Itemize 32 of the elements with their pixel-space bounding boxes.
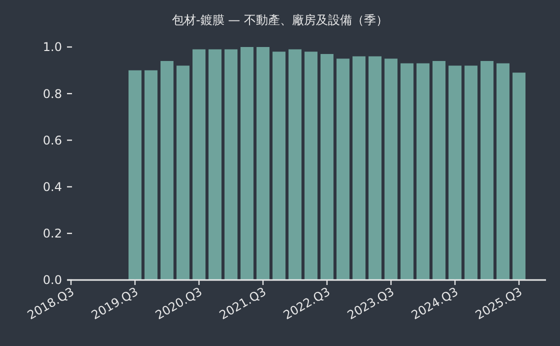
bar xyxy=(240,47,254,280)
y-tick-label: 1.0 xyxy=(42,40,62,54)
bar xyxy=(160,60,174,280)
bar xyxy=(352,56,366,280)
bar xyxy=(128,70,142,280)
chart-title: 包材-鍍膜 — 不動產、廠房及設備（季） xyxy=(172,13,388,27)
bar xyxy=(496,63,510,280)
bar xyxy=(336,58,350,280)
bar xyxy=(448,66,462,280)
bar xyxy=(512,72,526,280)
bar xyxy=(480,60,494,280)
bar xyxy=(176,66,190,280)
bar xyxy=(208,49,222,280)
bar xyxy=(400,63,414,280)
y-tick-label: 0.4 xyxy=(42,180,62,194)
bar xyxy=(224,49,238,280)
bar xyxy=(368,56,382,280)
bar xyxy=(320,54,334,280)
bar xyxy=(256,47,270,280)
bar xyxy=(432,60,446,280)
bar xyxy=(464,66,478,280)
bar xyxy=(272,52,286,280)
y-tick-label: 0.8 xyxy=(42,86,62,101)
bar xyxy=(288,49,302,280)
y-tick-label: 0.6 xyxy=(42,133,62,148)
bar xyxy=(384,58,398,280)
bar xyxy=(304,52,318,280)
bar xyxy=(416,63,430,280)
bar xyxy=(192,49,206,280)
y-tick-label: 0.0 xyxy=(42,273,62,288)
bar xyxy=(144,70,158,280)
y-tick-label: 0.2 xyxy=(42,226,62,241)
